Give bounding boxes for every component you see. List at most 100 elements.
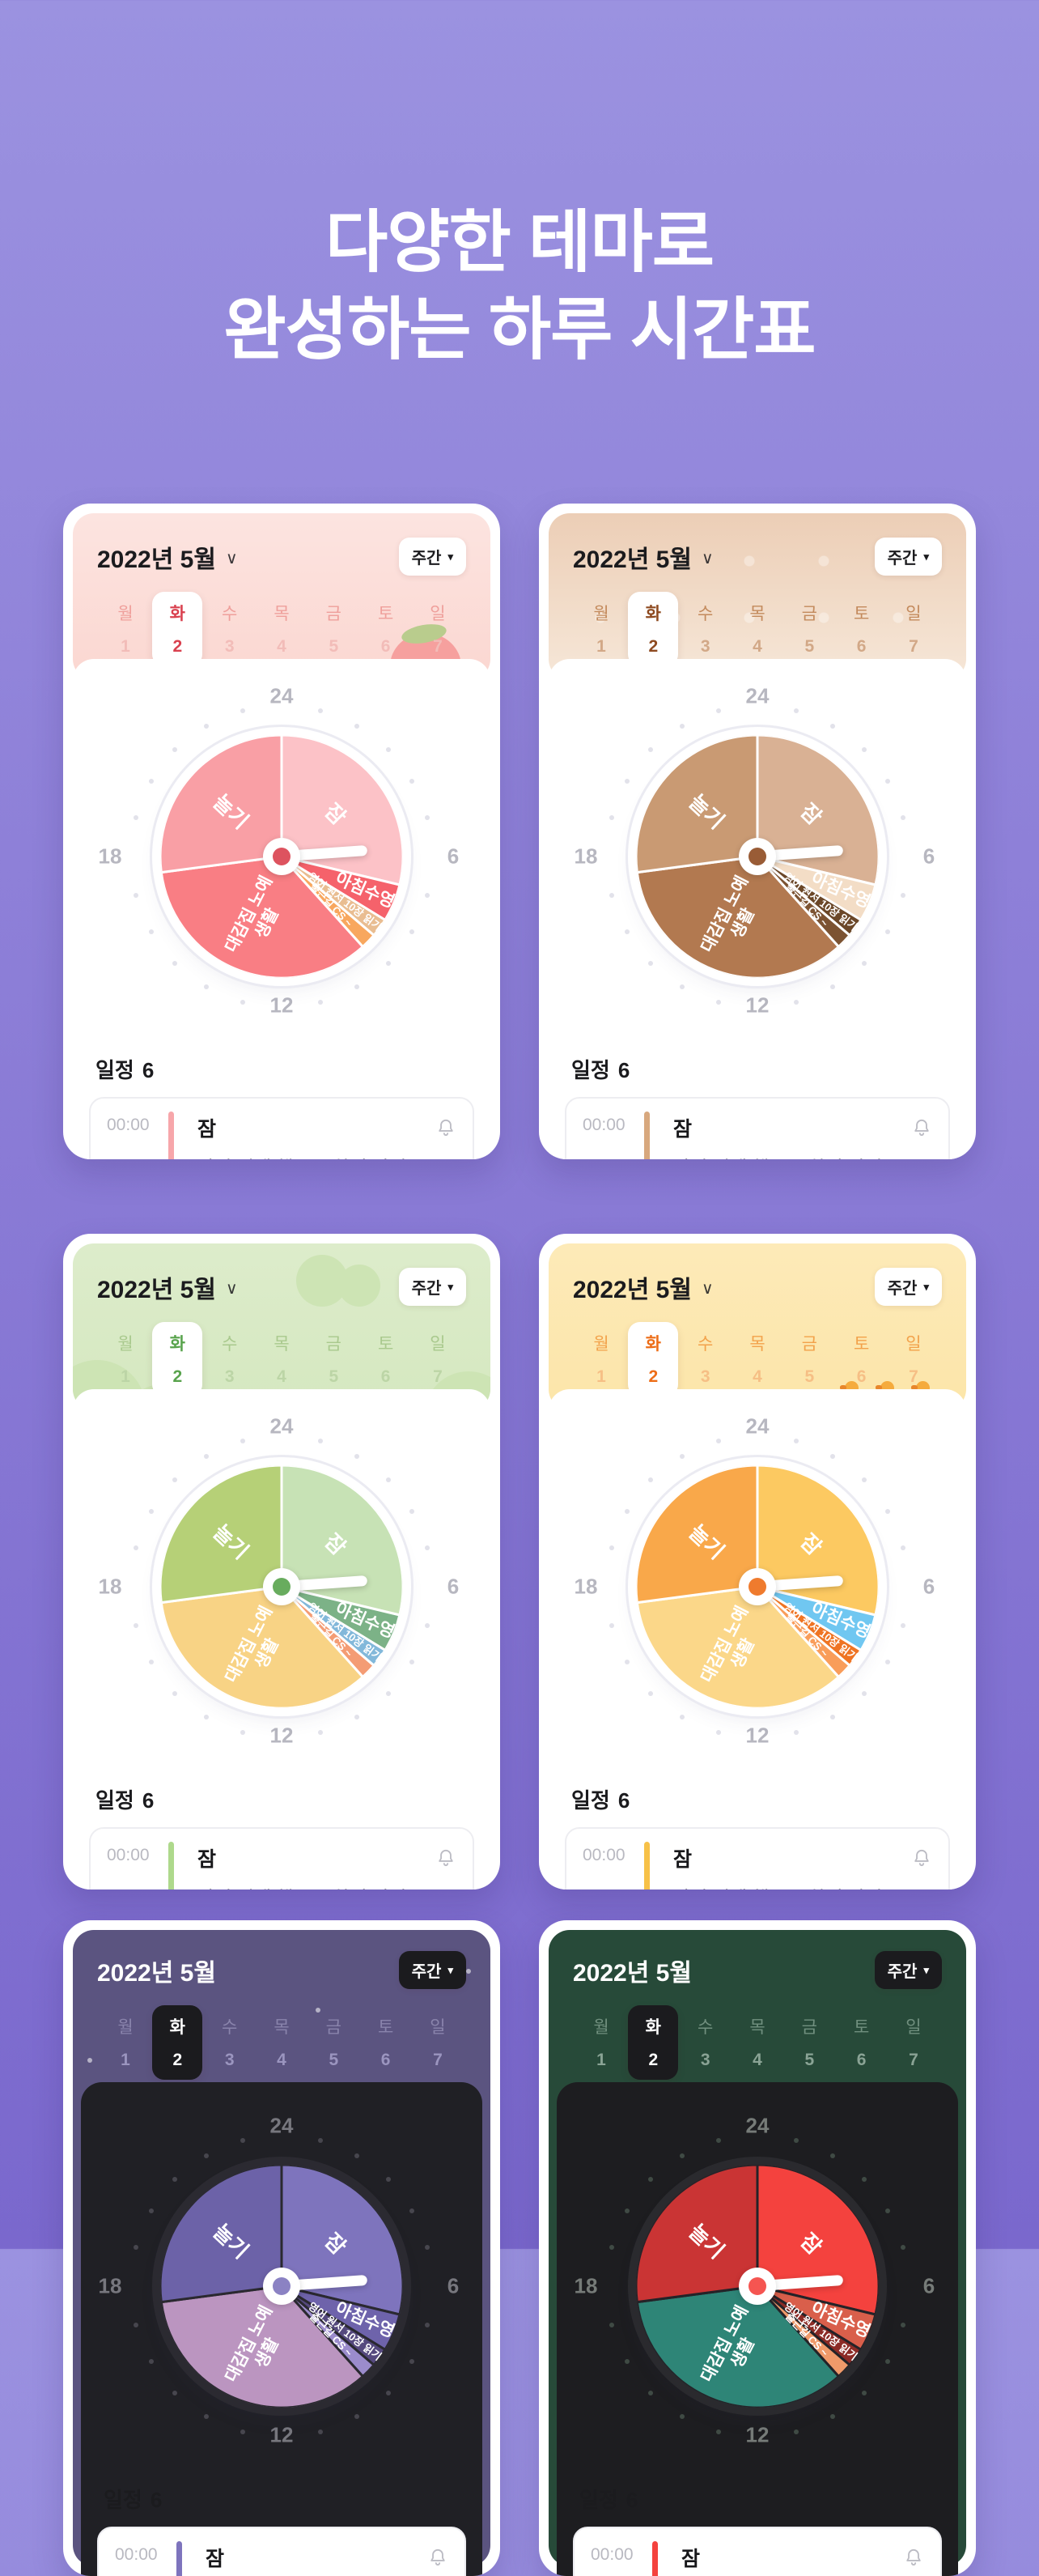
month-selector[interactable]: 2022년 5월 ∨ <box>573 539 714 575</box>
schedule-item[interactable]: 00:00 잠 자기 전에 핸드폰 하지 말기 <box>107 1843 456 1889</box>
view-mode-button[interactable]: 주간 ▾ <box>398 1951 466 1989</box>
weekday-label: 월 <box>117 1335 134 1354</box>
event-color-bar <box>176 2541 182 2576</box>
date-label: 1 <box>596 637 606 656</box>
date-label: 6 <box>856 2051 867 2069</box>
weekday-label: 화 <box>645 2018 661 2037</box>
bell-icon[interactable] <box>435 1847 456 1868</box>
clock-number-right: 6 <box>922 844 935 869</box>
date-label: 7 <box>433 637 443 656</box>
bell-icon[interactable] <box>427 2547 448 2568</box>
schedule-item[interactable]: 00:00 잠 자기 전에 핸드폰 하지 말기 <box>591 2543 924 2576</box>
weekday-label: 수 <box>697 1335 714 1354</box>
pie-segment-1 <box>756 1465 879 1617</box>
schedule-count: 6 <box>617 1058 630 1082</box>
month-selector[interactable]: 2022년 5월 ∨ <box>573 1269 714 1305</box>
event-memo: 자기 전에 핸드폰 하지 말기 <box>197 1882 456 1889</box>
month-selector[interactable]: 2022년 5월 ∨ <box>97 539 238 575</box>
pie-segment-1 <box>280 735 403 886</box>
bell-icon[interactable] <box>911 1117 932 1138</box>
schedule-item[interactable]: 00:00 잠 자기 전에 핸드폰 하지 말기 <box>583 1113 932 1159</box>
month-selector[interactable]: 2022년 5월 ∨ <box>573 1953 692 1988</box>
caret-down-icon: ▾ <box>923 1963 929 1976</box>
bell-icon[interactable] <box>903 2547 924 2568</box>
bell-icon[interactable] <box>911 1847 932 1868</box>
view-mode-button[interactable]: 주간 ▾ <box>874 1268 942 1306</box>
bell-icon[interactable] <box>435 1117 456 1138</box>
clock-tick <box>385 2390 391 2395</box>
view-mode-button[interactable]: 주간 ▾ <box>398 538 466 576</box>
view-mode-button[interactable]: 주간 ▾ <box>398 1268 466 1306</box>
date-label: 7 <box>909 2051 918 2069</box>
weekday-label: 화 <box>645 1335 661 1354</box>
month-selector[interactable]: 2022년 5월 ∨ <box>97 1269 238 1305</box>
clock-tick <box>648 747 654 753</box>
clock-tick <box>830 1715 835 1720</box>
schedule-item[interactable]: 00:00 잠 자기 전에 핸드폰 하지 말기 <box>115 2543 448 2576</box>
chevron-down-icon: ∨ <box>701 1280 714 1298</box>
month-selector[interactable]: 2022년 5월 ∨ <box>97 1953 216 1988</box>
clock-tick <box>794 999 799 1005</box>
clock-number-left: 18 <box>574 2273 598 2298</box>
view-mode-button[interactable]: 주간 ▾ <box>874 538 942 576</box>
date-label: 3 <box>700 637 710 656</box>
clock-number-top: 24 <box>269 1413 294 1439</box>
schedule-item[interactable]: 00:00 잠 자기 전에 핸드폰 하지 말기 <box>107 1113 456 1159</box>
schedule-list: 00:00 잠 자기 전에 핸드폰 하지 말기 <box>565 1097 950 1159</box>
date-label: 7 <box>909 637 918 656</box>
event-title: 잠 <box>681 2548 701 2570</box>
clock-tick <box>715 2429 721 2434</box>
view-mode-button[interactable]: 주간 ▾ <box>874 1951 942 1989</box>
clock-tick <box>204 2153 209 2158</box>
schedule-heading: 일정 <box>95 1058 134 1082</box>
schedule-item[interactable]: 00:00 잠 자기 전에 핸드폰 하지 말기 <box>583 1843 932 1889</box>
clock-number-top: 24 <box>745 683 770 708</box>
schedule-section: 일정 6 00:00 잠 <box>568 2484 947 2576</box>
caret-down-icon: ▾ <box>447 550 453 563</box>
